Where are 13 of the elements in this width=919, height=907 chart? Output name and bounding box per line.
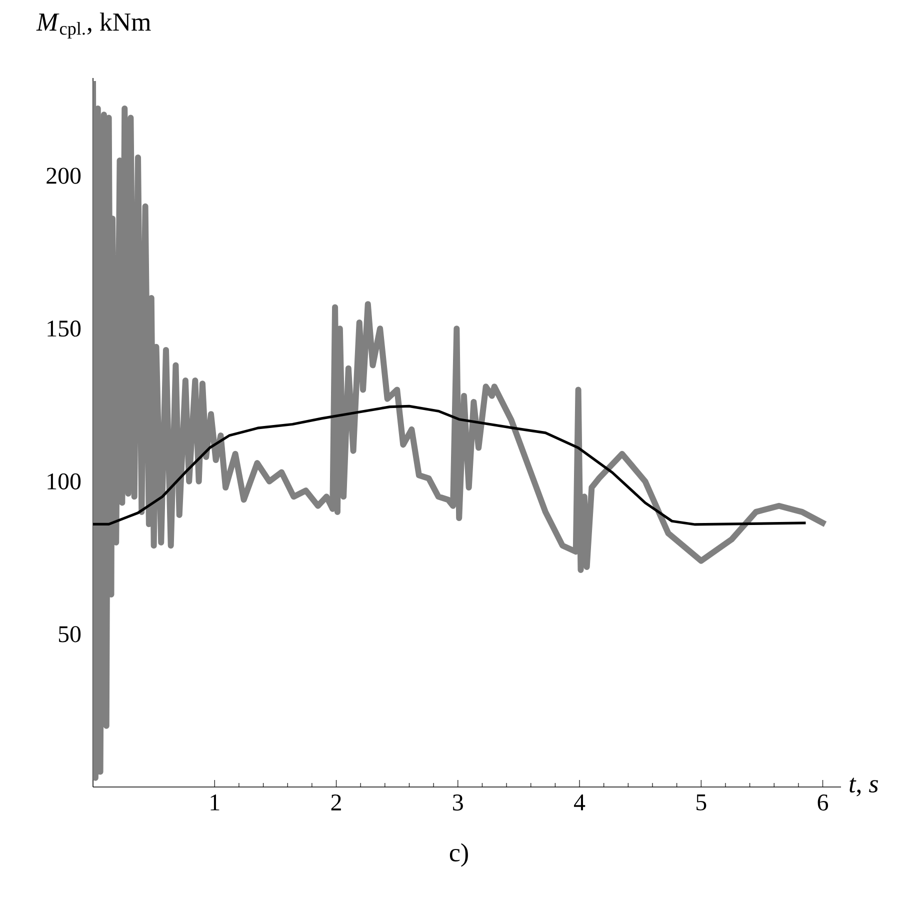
x-tick-label: 3: [453, 794, 463, 811]
y-tick-label: 150: [48, 320, 81, 337]
y-tick-label: 100: [48, 473, 81, 490]
y-tick-label: 200: [46, 168, 81, 184]
x-tick-label: 4: [574, 794, 586, 810]
y-axis-title: M$_{cpl.}$, kNm: [36, 12, 151, 38]
x-tick-label: 5: [696, 794, 706, 810]
x-tick-label: 1: [210, 794, 220, 810]
x-axis-title: t, s: [850, 778, 878, 796]
y-tick-label: 50: [58, 626, 81, 642]
x-tick-label: 2: [331, 794, 341, 810]
x-tick-label: 6: [818, 794, 828, 811]
text: c): [450, 843, 468, 867]
